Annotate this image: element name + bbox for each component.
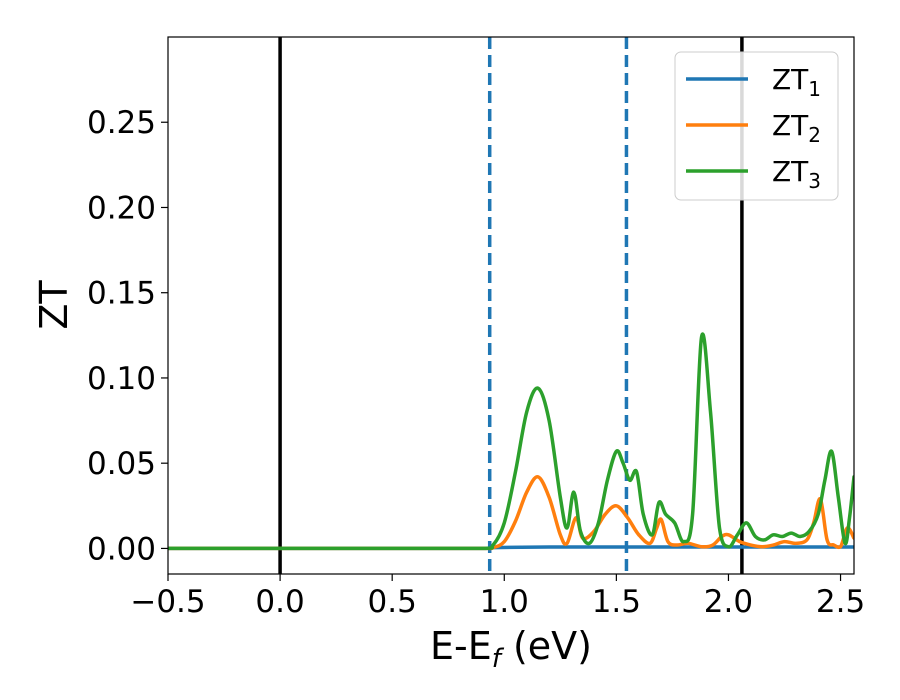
legend-label-2: ZT2 [772, 109, 821, 147]
plot-frame [167, 36, 855, 575]
y-axis-label: ZT [32, 280, 76, 330]
x-tick-label: 0.5 [368, 584, 417, 620]
x-tick-label: 1.0 [480, 584, 529, 620]
x-axis: −0.5 0.0 0.5 1.0 1.5 2.0 2.5 [130, 574, 865, 620]
y-tick-label: 0.25 [87, 105, 156, 141]
legend-label-1: ZT1 [772, 63, 821, 101]
y-axis: 0.00 0.05 0.10 0.15 0.20 0.25 [87, 105, 168, 567]
legend-box [674, 51, 839, 201]
x-axis-label-unit: (eV) [501, 624, 592, 668]
x-axis-label: E-Ef (eV) [430, 624, 592, 674]
x-tick-label: 1.5 [592, 584, 641, 620]
legend-label-3: ZT3 [772, 155, 821, 193]
x-tick-label: 0.0 [255, 584, 304, 620]
x-axis-label-main: E-E [430, 624, 492, 668]
y-tick-label: 0.20 [87, 190, 156, 226]
y-tick-label: 0.10 [87, 361, 156, 397]
series-line-2 [168, 475, 854, 551]
x-tick-label: −0.5 [130, 584, 205, 620]
y-tick-label: 0.15 [87, 276, 156, 312]
y-tick-label: 0.00 [87, 531, 156, 567]
series-lines [168, 332, 854, 551]
legend: ZT1 ZT2 ZT3 [674, 51, 839, 201]
y-tick-label: 0.05 [87, 446, 156, 482]
series-line-3 [168, 332, 854, 551]
x-tick-label: 2.0 [704, 584, 753, 620]
x-tick-label: 2.5 [816, 584, 865, 620]
